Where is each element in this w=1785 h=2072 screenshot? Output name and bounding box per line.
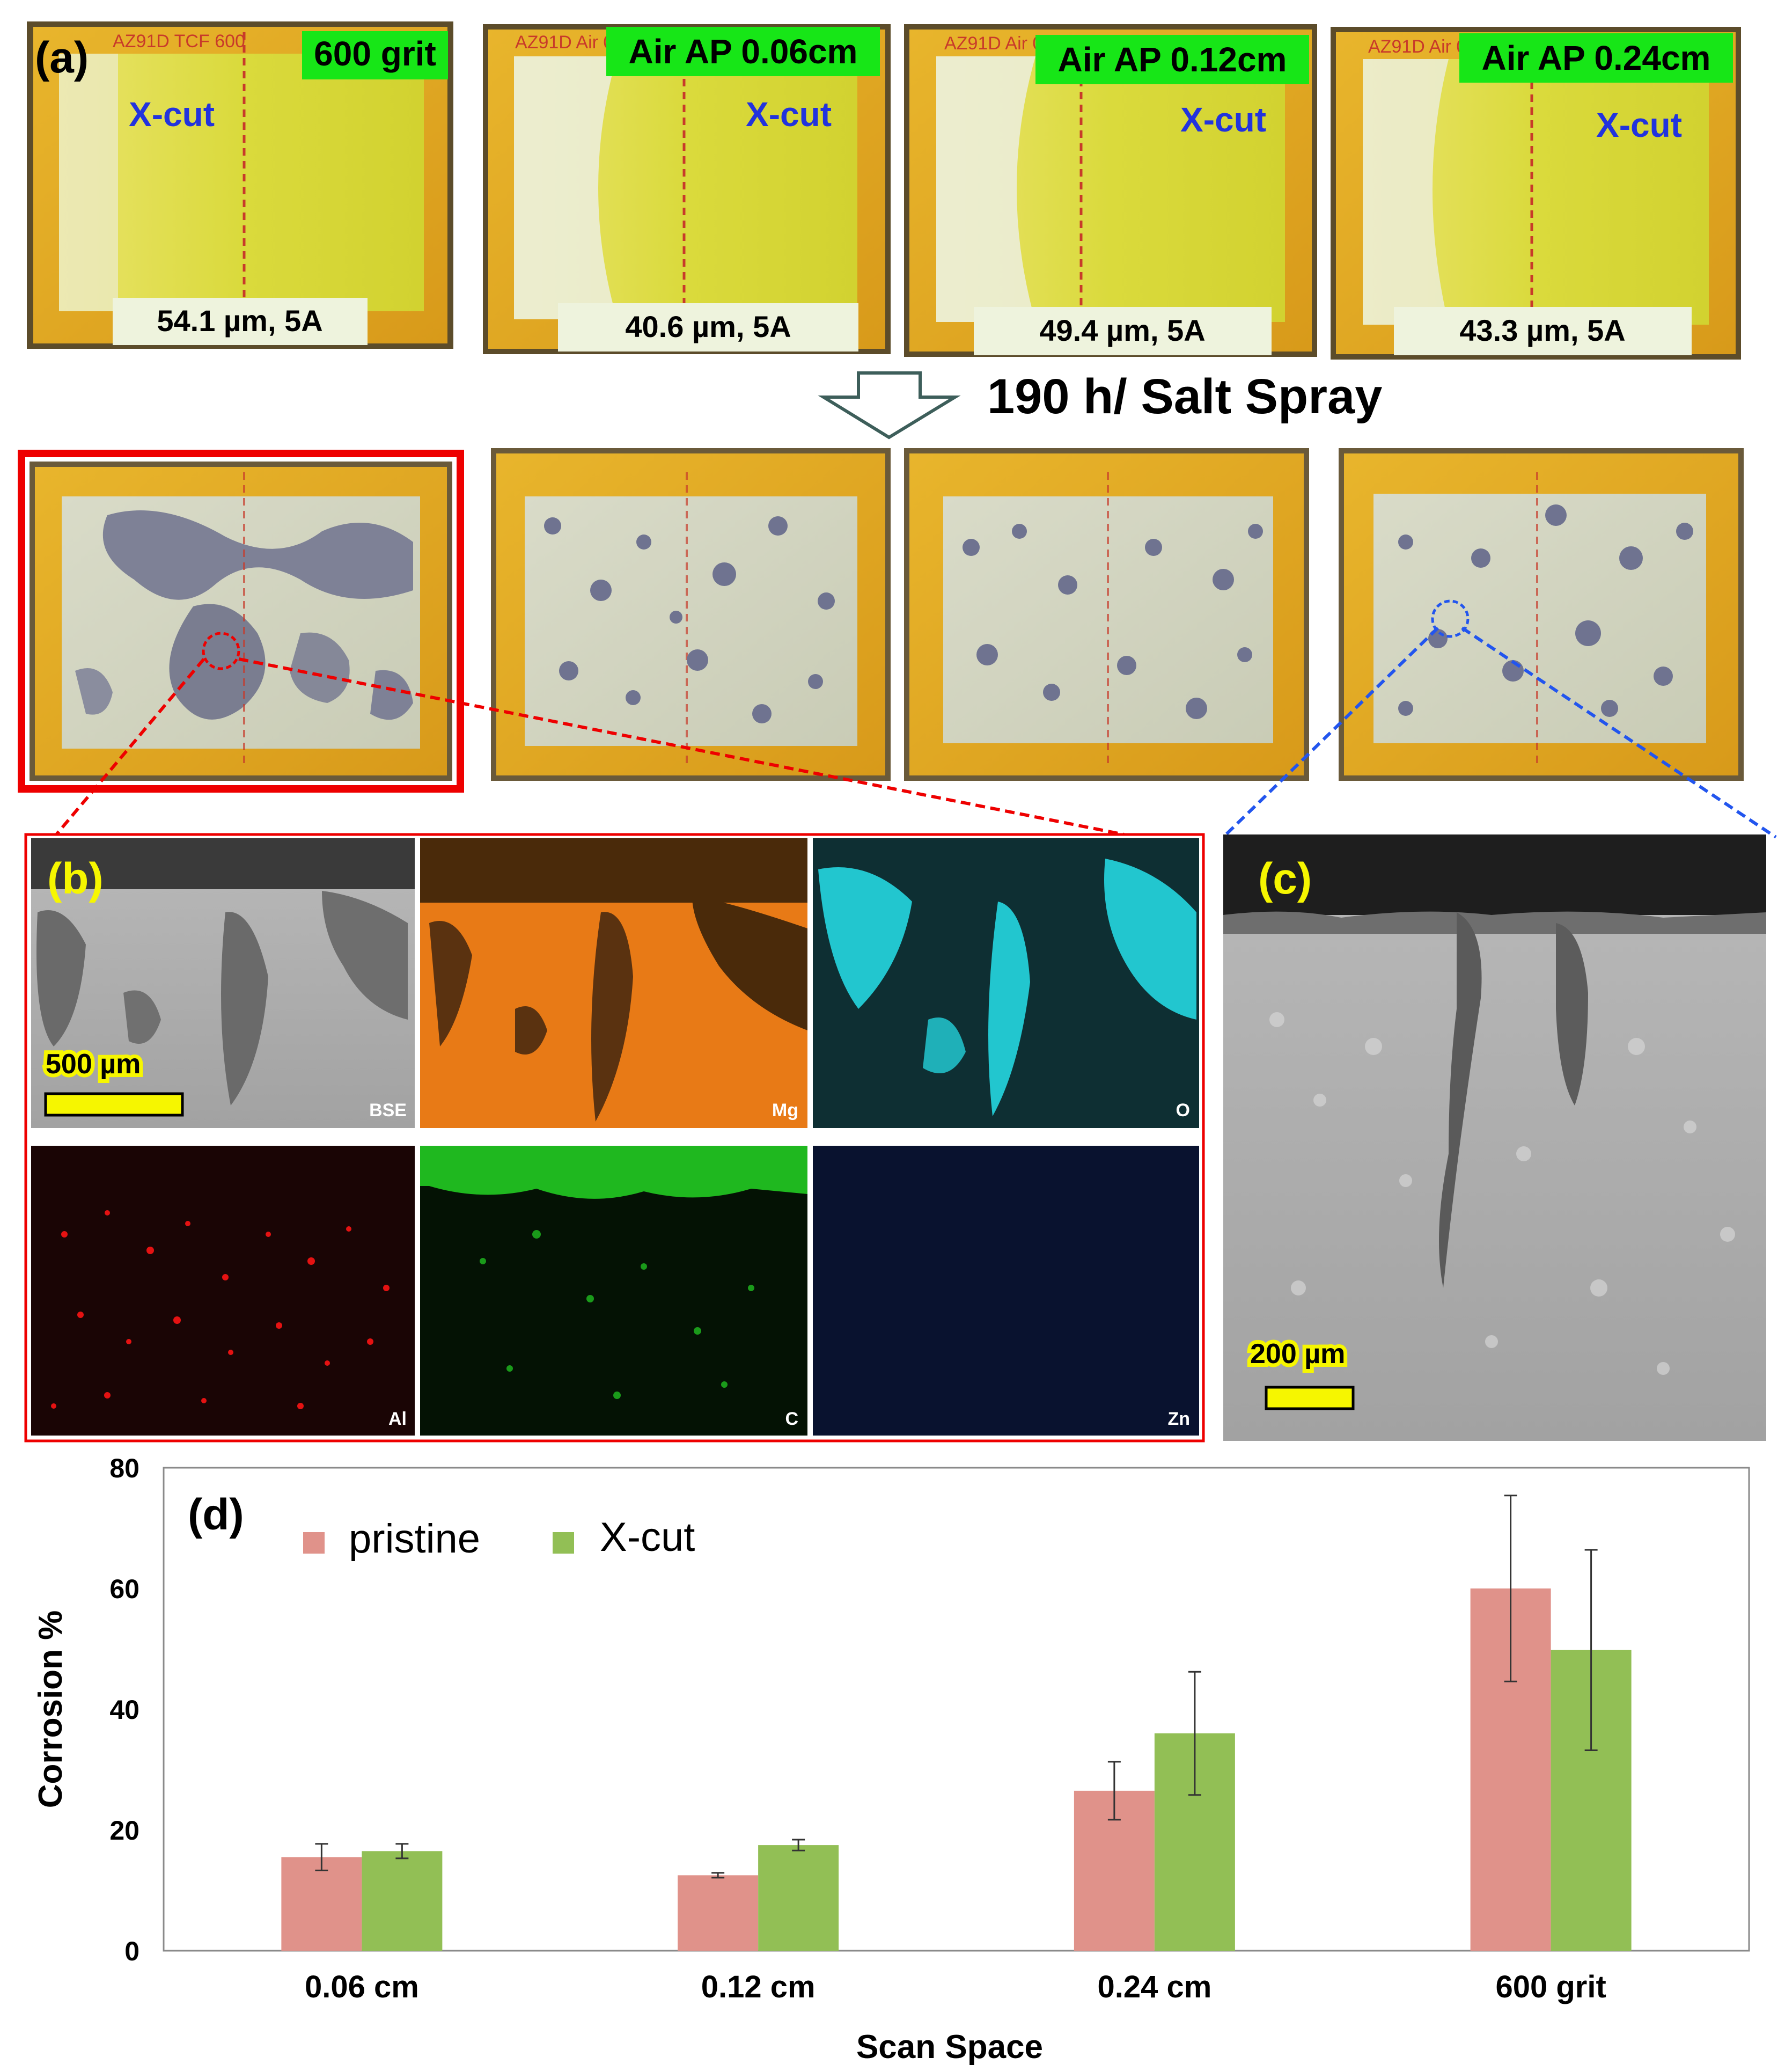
- sample-tag-air-0.06: Air AP 0.06cm: [629, 32, 858, 71]
- xcut-label-4: X-cut: [1596, 106, 1682, 144]
- panel-d-chart: (d) Corrosion % Scan Space 0 20 40 60 80 0.0…: [32, 1453, 1750, 2066]
- panel-a-before-row: AZ91D TCF 600 AZ91D Air 0.06cm #3 AZ91D …: [27, 21, 1741, 360]
- panel-a-label: (a): [35, 33, 89, 82]
- x-tick-label: 600 grit: [1495, 1970, 1606, 2004]
- thickness-label-1: 54.1 µm, 5A: [157, 304, 322, 338]
- thickness-label-2: 40.6 µm, 5A: [625, 310, 791, 343]
- x-tick-label: 0.06 cm: [305, 1970, 419, 2004]
- x-axis-label: Scan Space: [856, 2029, 1043, 2066]
- corroded-sample-air-0.12: [904, 448, 1309, 781]
- map-label-zn: Zn: [1167, 1409, 1190, 1429]
- panel-b-eds-maps: BSE Mg O: [24, 833, 1205, 1443]
- bar-pristine: [281, 1857, 362, 1951]
- map-mg: Mg: [420, 838, 807, 1128]
- y-tick-labels: 0 20 40 60 80: [109, 1453, 139, 1966]
- legend: pristine X-cut: [303, 1514, 695, 1562]
- panel-a-after-row: [18, 448, 1744, 793]
- panel-c-label: (c): [1258, 854, 1312, 903]
- scale-bar-label-b: 500 µm: [46, 1049, 141, 1080]
- xcut-label-2: X-cut: [746, 95, 832, 134]
- legend-label-pristine: pristine: [349, 1516, 480, 1562]
- panel-d-label: (d): [188, 1490, 244, 1539]
- scale-bar-label-c: 200 µm: [1250, 1338, 1345, 1370]
- thickness-bg-1: [113, 298, 368, 345]
- map-c: C: [420, 1146, 807, 1436]
- x-tick-label: 0.24 cm: [1097, 1970, 1211, 2004]
- legend-swatch-xcut: [553, 1532, 574, 1554]
- map-label-al: Al: [388, 1409, 407, 1429]
- tag-bg-3: [1035, 35, 1309, 84]
- zoom-circle-red: [202, 632, 240, 670]
- thickness-label-3: 49.4 µm, 5A: [1039, 313, 1205, 347]
- corroded-sample-air-0.24: [1339, 448, 1744, 781]
- zoom-line-blue-right: [1461, 626, 1777, 839]
- zoom-circle-blue: [1431, 599, 1470, 638]
- map-zn: Zn: [813, 1146, 1199, 1436]
- thickness-bg-2: [558, 303, 858, 352]
- bar-xcut: [758, 1845, 839, 1951]
- sample-photo-air-ap-0.06: AZ91D Air 0.06cm #3: [483, 24, 891, 354]
- panel-c-sem: (c) 200 µm: [1223, 834, 1766, 1441]
- exposure-label: 190 h/ Salt Spray: [987, 369, 1382, 424]
- map-label-o: O: [1176, 1100, 1190, 1121]
- map-label-mg: Mg: [772, 1100, 798, 1121]
- thickness-bg-3: [974, 307, 1272, 355]
- corroded-sample-600-grit: [30, 462, 452, 781]
- error-bars: [315, 1495, 1598, 1879]
- handwriting-1: AZ91D TCF 600: [113, 31, 245, 52]
- thickness-bg-4: [1394, 307, 1692, 355]
- y-tick-label: 40: [109, 1695, 139, 1725]
- y-tick-label: 0: [124, 1936, 139, 1966]
- zoom-line-red-left: [55, 658, 205, 836]
- x-tick-labels: 0.06 cm 0.12 cm 0.24 cm 600 grit: [305, 1970, 1606, 2004]
- y-axis-label: Corrosion %: [32, 1610, 69, 1809]
- map-bse: BSE: [31, 838, 415, 1128]
- bar-xcut: [362, 1851, 443, 1951]
- legend-swatch-pristine: [303, 1532, 325, 1554]
- y-tick-label: 60: [109, 1574, 139, 1604]
- exposure-arrow: [818, 371, 961, 440]
- map-label-bse: BSE: [369, 1100, 407, 1121]
- panel-b-label: (b): [47, 854, 104, 903]
- tag-bg-4: [1459, 33, 1733, 83]
- thickness-label-4: 43.3 µm, 5A: [1459, 313, 1625, 347]
- scale-bar-b: [44, 1092, 184, 1117]
- sample-tag-600-grit: 600 grit: [314, 34, 436, 73]
- bar-pristine: [678, 1875, 759, 1951]
- y-tick-label: 80: [109, 1453, 139, 1483]
- scale-bar-c: [1265, 1386, 1355, 1410]
- zoom-line-red-right: [238, 657, 1125, 836]
- x-tick-label: 0.12 cm: [701, 1970, 816, 2004]
- bar-marks: [281, 1588, 1632, 1951]
- xcut-label-3: X-cut: [1180, 100, 1266, 139]
- legend-label-xcut: X-cut: [600, 1514, 695, 1560]
- map-o: O: [813, 838, 1199, 1128]
- corroded-sample-air-0.06: [491, 448, 891, 781]
- y-tick-label: 20: [109, 1815, 139, 1846]
- tag-bg-2: [606, 27, 880, 76]
- sample-tag-air-0.24: Air AP 0.24cm: [1482, 39, 1711, 77]
- map-al: Al: [31, 1146, 415, 1436]
- xcut-label-1: X-cut: [129, 95, 215, 134]
- sample-tag-air-0.12: Air AP 0.12cm: [1058, 40, 1287, 79]
- map-label-c: C: [785, 1409, 798, 1429]
- zoom-line-blue-left: [1222, 626, 1439, 839]
- tag-bg-1: [302, 31, 448, 79]
- highlight-frame: [18, 450, 464, 793]
